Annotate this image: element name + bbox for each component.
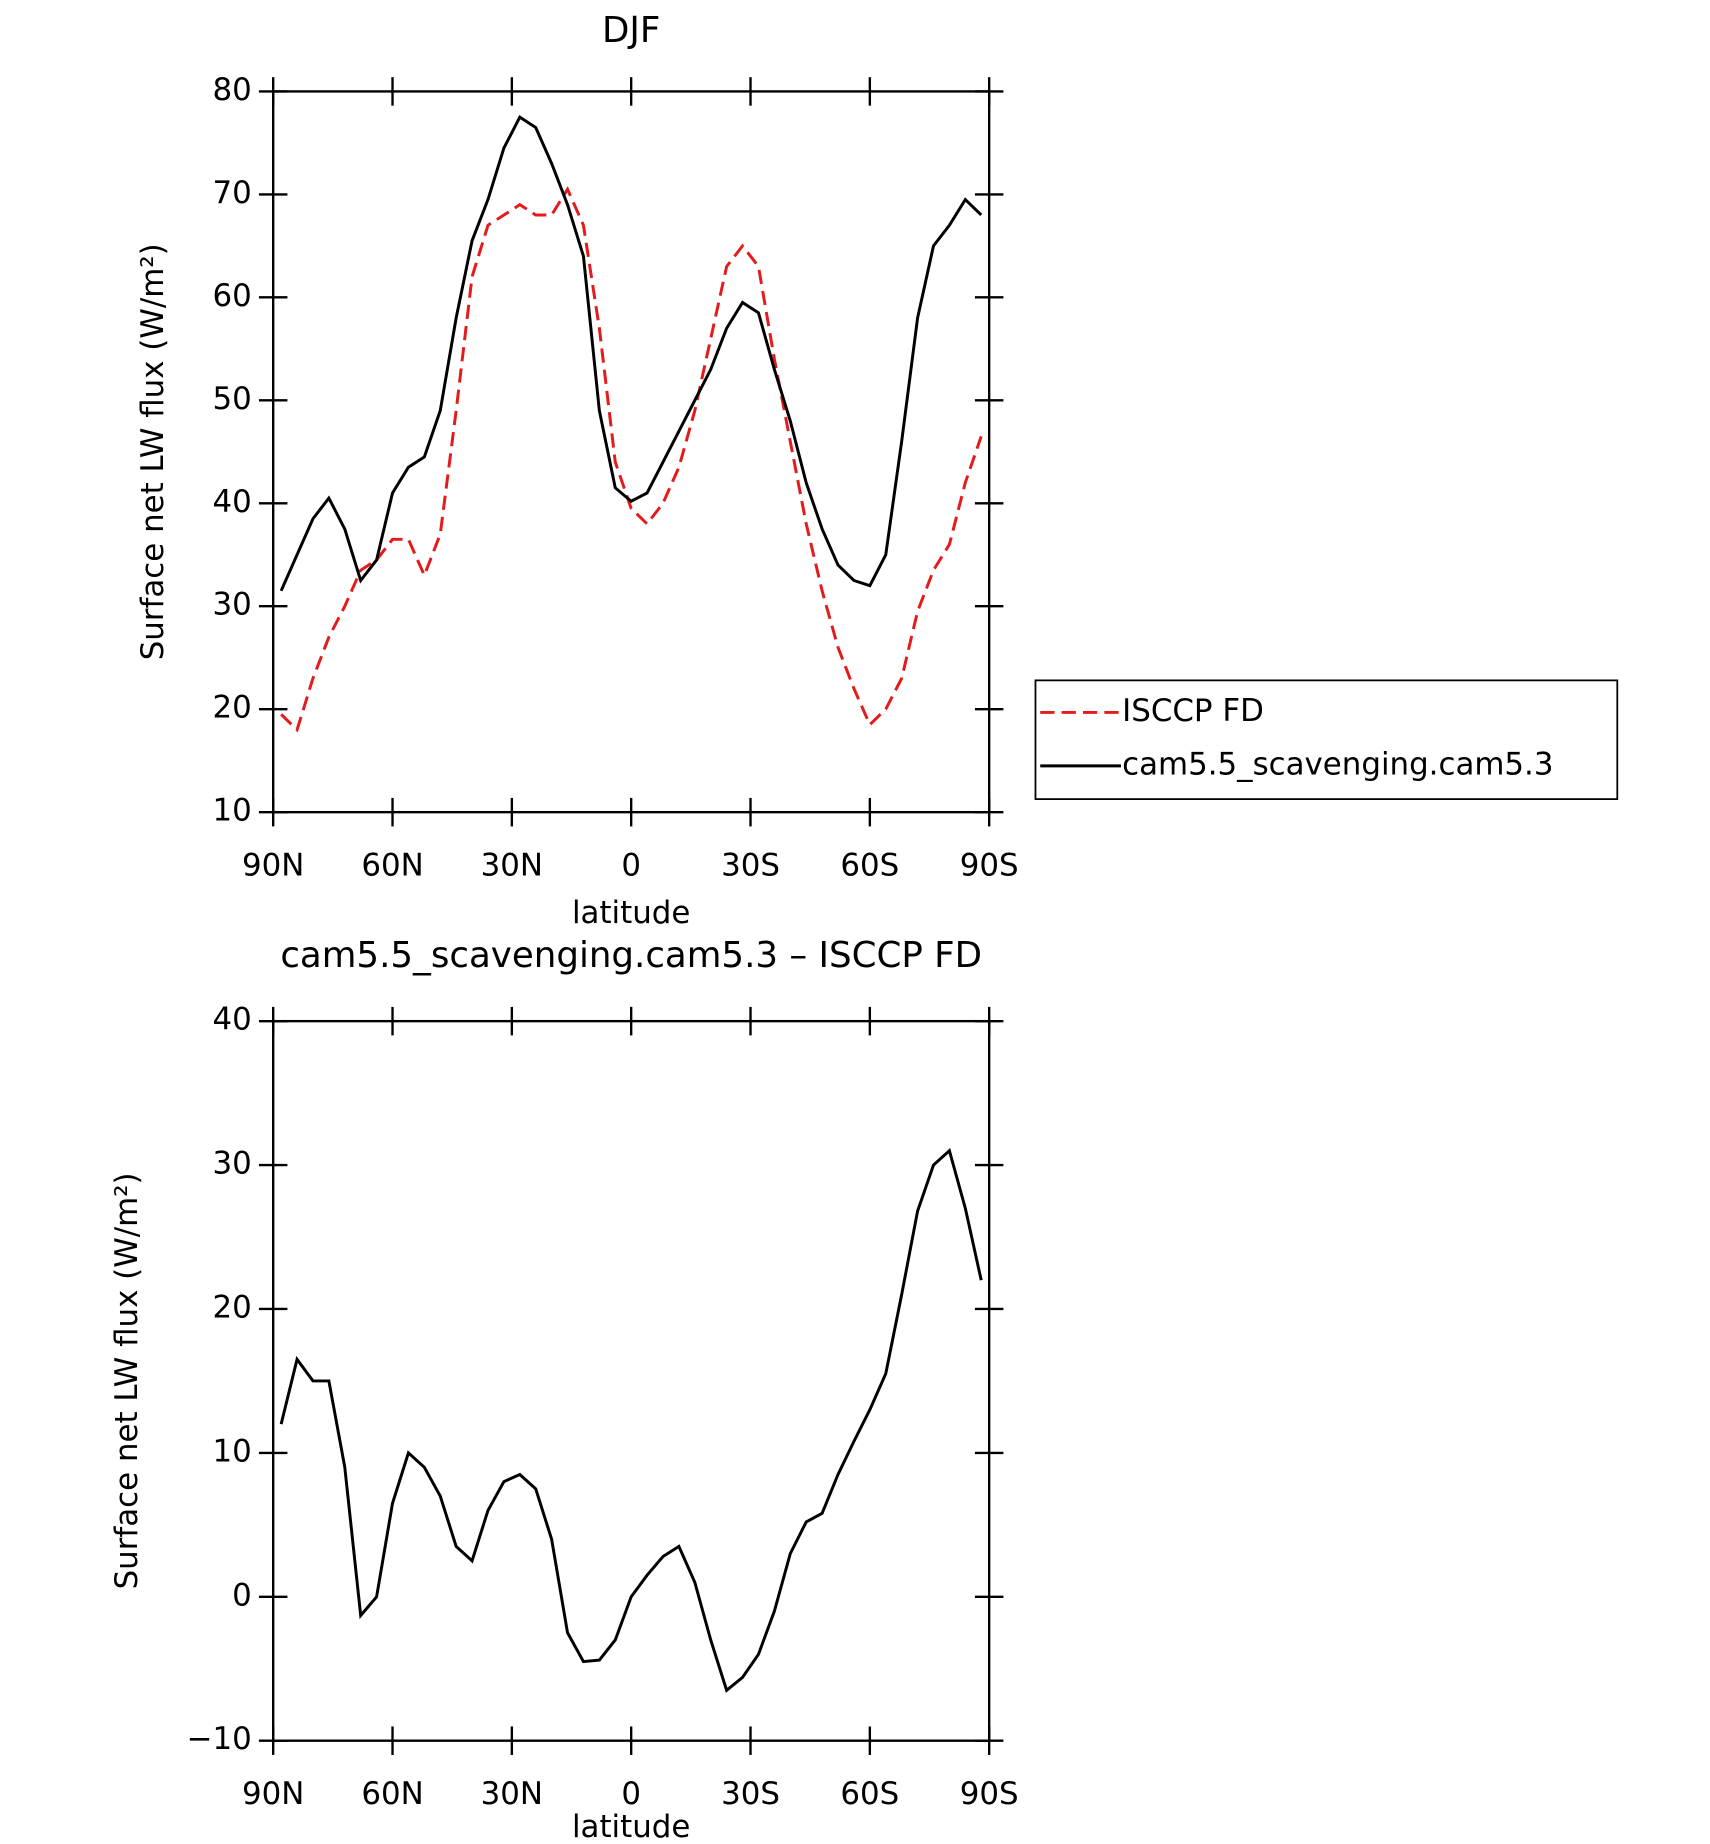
x-tick-label: 30N — [481, 847, 543, 883]
y-tick-label: 50 — [213, 381, 252, 417]
series-line — [280, 186, 983, 733]
x-axis-label: latitude — [572, 895, 690, 931]
y-tick-label: 80 — [213, 72, 252, 108]
plot-frame — [271, 90, 991, 814]
y-tick-label: 60 — [213, 278, 252, 314]
x-tick-label: 90S — [960, 1776, 1019, 1812]
chart-title: cam5.5_scavenging.cam5.3 – ISCCP FD — [280, 935, 982, 976]
legend-box — [1034, 679, 1619, 800]
y-tick-label: 40 — [213, 1002, 252, 1038]
series-line — [279, 115, 983, 592]
y-tick-label: 20 — [213, 690, 252, 726]
y-tick-label: 40 — [213, 484, 252, 520]
y-tick-label: 30 — [213, 587, 252, 623]
y-tick-label: 10 — [213, 793, 252, 829]
x-tick-label: 0 — [621, 1776, 641, 1812]
y-tick-label: 30 — [213, 1146, 252, 1182]
chart-title: DJF — [602, 10, 660, 51]
y-tick-label: −10 — [187, 1721, 252, 1757]
x-tick-label: 90S — [960, 847, 1019, 883]
y-tick-label: 70 — [213, 175, 252, 211]
y-axis-label: Surface net LW flux (W/m²) — [135, 243, 171, 660]
legend-label: cam5.5_scavenging.cam5.3 — [1122, 746, 1553, 782]
y-tick-label: 20 — [213, 1289, 252, 1325]
legend-label: ISCCP FD — [1122, 693, 1264, 729]
x-tick-label: 90N — [242, 1776, 304, 1812]
y-tick-label: 0 — [232, 1577, 252, 1613]
x-axis-label: latitude — [572, 1809, 690, 1844]
x-tick-label: 30N — [481, 1776, 543, 1812]
x-tick-label: 30S — [721, 1776, 780, 1812]
series-line — [279, 1147, 983, 1693]
y-tick-label: 10 — [213, 1433, 252, 1469]
x-tick-label: 60S — [840, 847, 899, 883]
x-tick-label: 30S — [721, 847, 780, 883]
x-tick-label: 60N — [361, 1776, 423, 1812]
x-tick-label: 0 — [621, 847, 641, 883]
x-tick-label: 90N — [242, 847, 304, 883]
y-axis-label: Surface net LW flux (W/m²) — [109, 1172, 145, 1589]
x-tick-label: 60N — [361, 847, 423, 883]
x-tick-label: 60S — [840, 1776, 899, 1812]
